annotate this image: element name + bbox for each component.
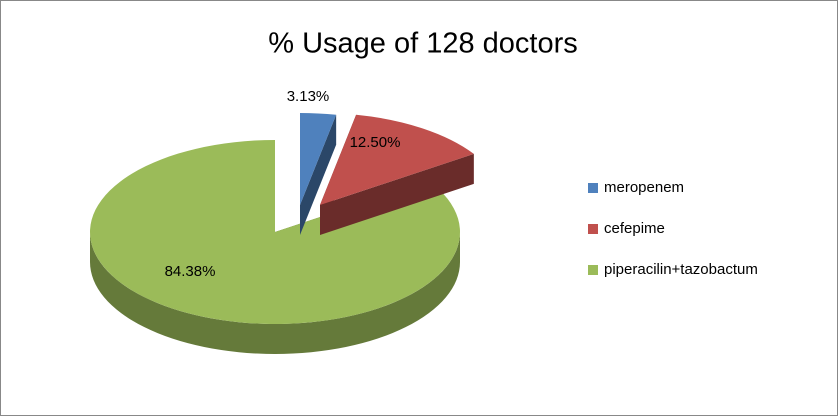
data-label: 3.13%	[287, 88, 330, 105]
slice-top	[300, 113, 337, 205]
data-label: 12.50%	[350, 134, 401, 151]
legend-label: cefepime	[604, 220, 665, 237]
slice-top	[90, 140, 460, 324]
legend-label: meropenem	[604, 179, 684, 196]
data-label: 84.38%	[165, 263, 216, 280]
legend-label: piperacilin+tazobactum	[604, 261, 758, 278]
legend-swatch	[588, 183, 598, 193]
legend-swatch	[588, 224, 598, 234]
slice-wall	[300, 114, 337, 235]
chart-title: % Usage of 128 doctors	[268, 28, 578, 60]
legend-swatch	[588, 265, 598, 275]
slice-side	[90, 232, 460, 354]
slice-top	[320, 114, 474, 205]
pie-slice	[300, 113, 337, 235]
slice-wall	[320, 153, 474, 235]
pie-slice	[320, 114, 474, 235]
